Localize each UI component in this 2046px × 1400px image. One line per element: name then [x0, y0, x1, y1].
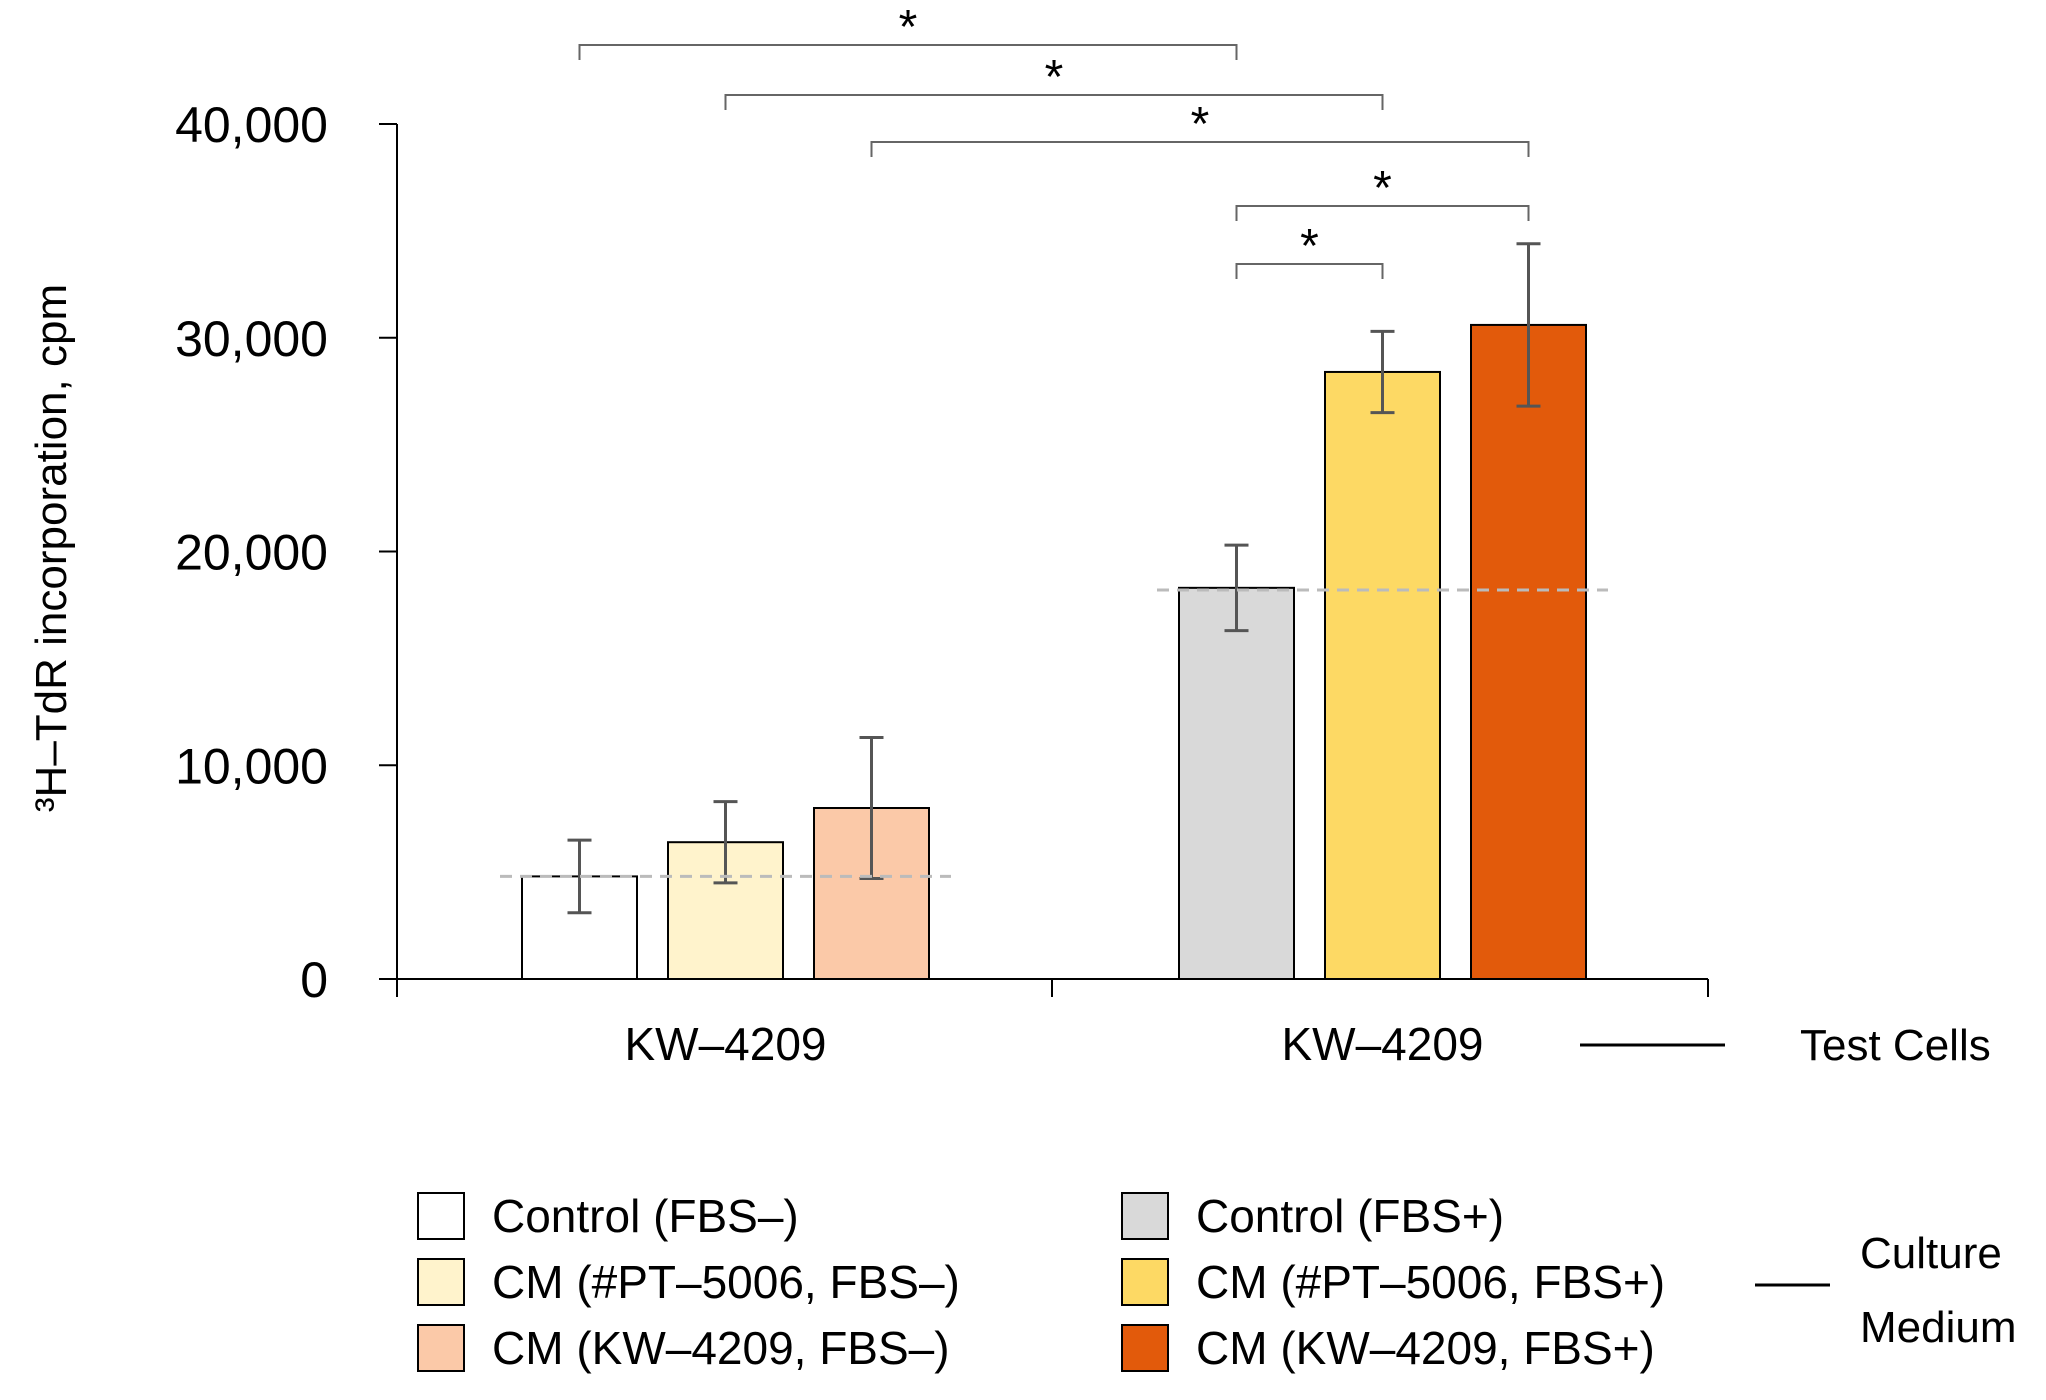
y-tick-label: 10,000	[175, 738, 328, 794]
y-tick-label: 20,000	[175, 525, 328, 581]
bar	[1178, 586, 1295, 981]
significance-star: *	[1045, 51, 1064, 104]
legend-swatch	[417, 1192, 465, 1240]
significance-bracket	[1235, 205, 1530, 221]
significance-star: *	[1373, 162, 1392, 215]
test-cells-label: Test Cells	[1800, 1021, 1991, 1070]
significance-bracket	[1235, 263, 1384, 279]
legend-label: CM (KW–4209, FBS+)	[1196, 1322, 1655, 1374]
significance-star: *	[1300, 220, 1319, 273]
bar	[1324, 370, 1441, 980]
legend-label: Control (FBS+)	[1196, 1190, 1504, 1242]
y-tick-label: 30,000	[175, 311, 328, 367]
culture-medium-label: Culture	[1860, 1229, 2002, 1278]
group-label: KW–4209	[624, 1018, 826, 1070]
culture-medium-label: Medium	[1860, 1303, 2017, 1352]
y-tick-label: 40,000	[175, 97, 328, 153]
legend-label: Control (FBS–)	[492, 1190, 799, 1242]
bar	[1470, 323, 1587, 980]
legend-swatch	[1121, 1258, 1169, 1306]
significance-star: *	[1191, 98, 1210, 151]
significance-bracket	[578, 44, 1238, 60]
legend-swatch	[417, 1258, 465, 1306]
significance-star: *	[899, 1, 918, 54]
significance-bracket	[724, 94, 1384, 110]
bar	[667, 841, 784, 981]
legend-swatch	[417, 1324, 465, 1372]
legend-label: CM (#PT–5006, FBS–)	[492, 1256, 960, 1308]
group-label: KW–4209	[1281, 1018, 1483, 1070]
legend-swatch	[1121, 1324, 1169, 1372]
legend-swatch	[1121, 1192, 1169, 1240]
y-axis-label: ³H–TdR incorporation, cpm	[27, 284, 76, 812]
significance-bracket	[870, 141, 1530, 157]
y-tick-label: 0	[300, 952, 328, 1008]
legend-label: CM (#PT–5006, FBS+)	[1196, 1256, 1665, 1308]
legend-label: CM (KW–4209, FBS–)	[492, 1322, 950, 1374]
bar	[813, 807, 930, 980]
